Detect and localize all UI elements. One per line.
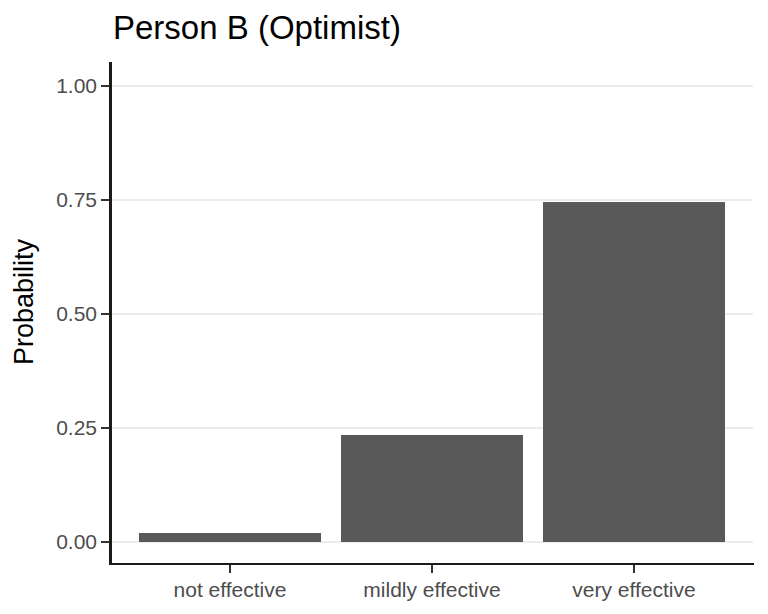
y-axis-line xyxy=(109,62,112,565)
y-tick-mark-1.00 xyxy=(101,85,109,88)
y-tick-label-0.50: 0.50 xyxy=(38,301,97,327)
gridline-0.75 xyxy=(111,199,753,201)
bar-very-effective xyxy=(543,202,725,542)
y-tick-mark-0.75 xyxy=(101,199,109,202)
x-tick-mark-very-effective xyxy=(633,565,636,573)
gridline-1.00 xyxy=(111,85,753,87)
x-tick-label-not-effective: not effective xyxy=(120,577,340,603)
bar-not-effective xyxy=(139,533,321,542)
chart-title: Person B (Optimist) xyxy=(113,8,401,48)
y-tick-label-0.75: 0.75 xyxy=(38,187,97,213)
y-tick-label-0.25: 0.25 xyxy=(38,415,97,441)
bar-mildly-effective xyxy=(341,435,523,542)
x-tick-mark-mildly-effective xyxy=(431,565,434,573)
x-tick-label-mildly-effective: mildly effective xyxy=(322,577,542,603)
x-tick-label-very-effective: very effective xyxy=(524,577,744,603)
y-tick-mark-0.50 xyxy=(101,313,109,316)
y-tick-label-1.00: 1.00 xyxy=(38,73,97,99)
bar-chart-figure: Person B (Optimist) Probability 0.000.25… xyxy=(0,0,768,614)
y-tick-mark-0.00 xyxy=(101,541,109,544)
y-tick-mark-0.25 xyxy=(101,427,109,430)
y-tick-label-0.00: 0.00 xyxy=(38,529,97,555)
x-tick-mark-not-effective xyxy=(229,565,232,573)
